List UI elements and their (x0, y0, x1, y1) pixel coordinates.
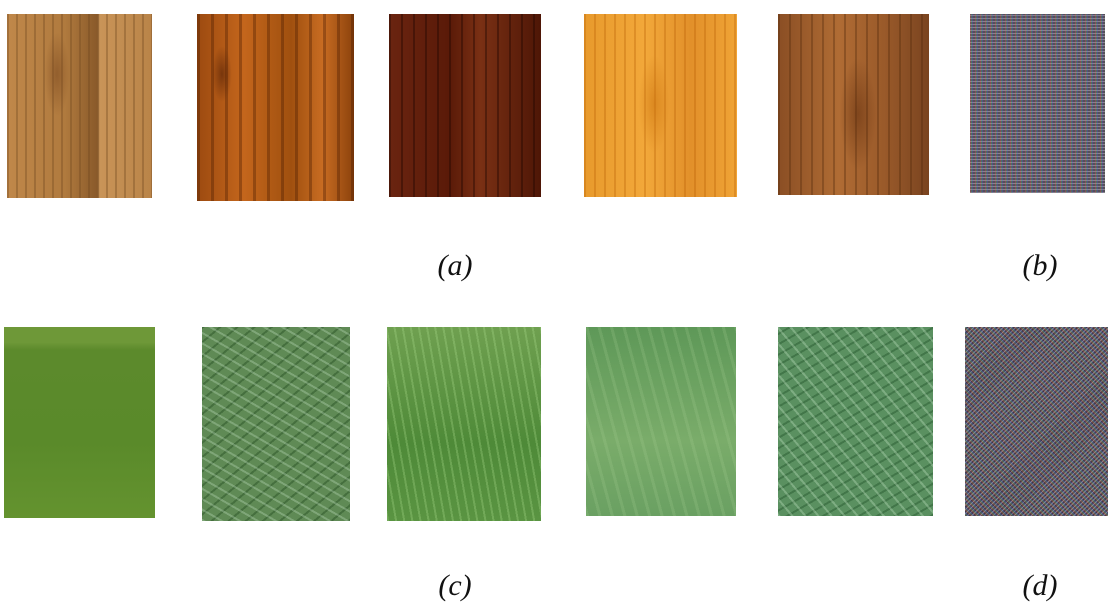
grass-texture (4, 327, 155, 518)
grass-texture (202, 327, 350, 521)
wood-texture (197, 14, 354, 201)
panel-label: (c) (438, 569, 471, 603)
grass-texture (387, 327, 541, 521)
panel-label: (d) (1023, 569, 1058, 603)
figure: (a) (b) (c) (d) (0, 0, 1109, 603)
wood-texture (778, 14, 929, 195)
panel-label: (b) (1023, 249, 1058, 283)
grass-texture (778, 327, 933, 516)
noise-texture (965, 327, 1108, 516)
noise-texture (970, 14, 1105, 193)
grass-texture (586, 327, 736, 516)
panel-label: (a) (438, 249, 473, 283)
wood-texture (389, 14, 541, 197)
wood-texture (584, 14, 737, 197)
wood-texture (7, 14, 152, 198)
